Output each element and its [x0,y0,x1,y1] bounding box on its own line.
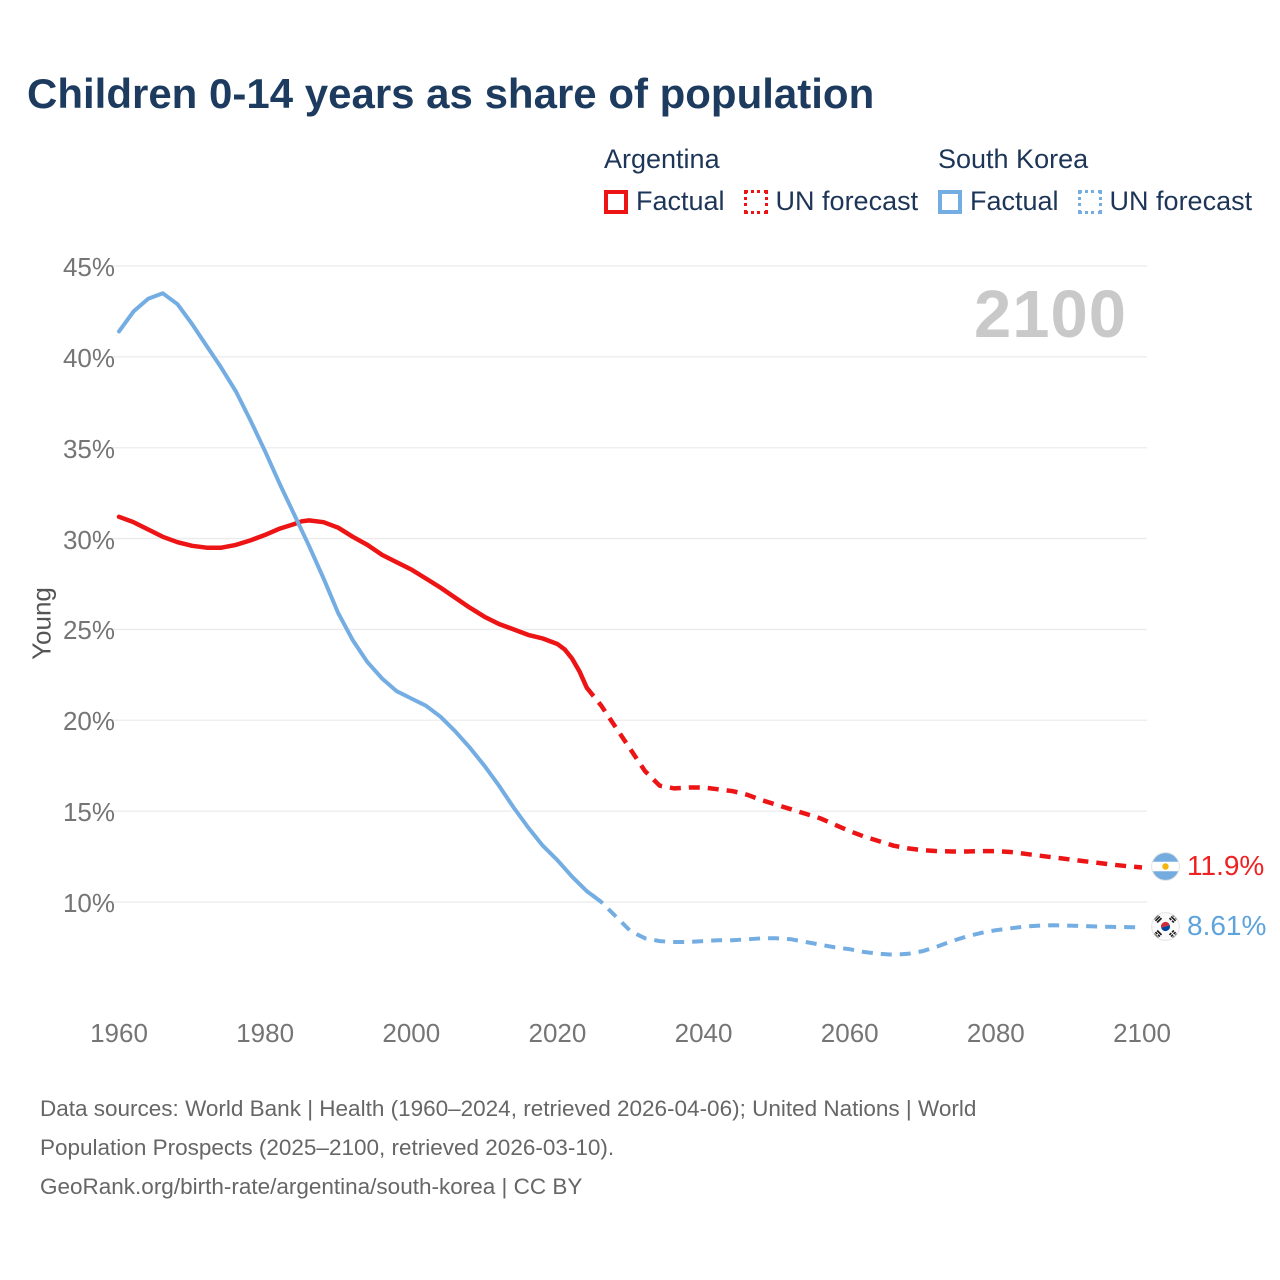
x-tick-label: 2060 [820,1018,879,1048]
y-tick-label: 20% [62,706,115,737]
x-tick-label: 2080 [966,1018,1025,1048]
x-tick-label: 1980 [236,1018,295,1048]
argentina-forecast-swatch-icon [743,189,768,214]
series-line-south-korea-factual [117,291,596,899]
legend-country-label: Argentina [604,144,720,174]
argentina-end-value: 11.9% [1187,850,1265,881]
series-line-south-korea-un-forecast [592,894,1143,957]
y-tick-label: 25% [62,615,115,646]
footer-line-1: Data sources: World Bank | Health (1960–… [40,1096,977,1121]
footer-line-2: Population Prospects (2025–2100, retriev… [40,1135,615,1160]
data-sources-footer: Data sources: World Bank | Health (1960–… [40,1089,1170,1206]
legend-group-argentina: Argentina Factual UN forecast [604,144,918,217]
argentina-flag-icon [1151,851,1180,881]
south-korea-end-value: 8.61% [1187,910,1267,941]
footer-line-3: GeoRank.org/birth-rate/argentina/south-k… [40,1174,583,1199]
x-tick-label: 2000 [382,1018,441,1048]
y-tick-label: 30% [62,524,115,555]
south-korea-end-label: 8.61% [1151,910,1266,942]
y-tick-label: 15% [62,797,115,828]
series-line-argentina-un-forecast [584,686,1143,870]
argentina-forecast-label: UN forecast [775,186,919,216]
y-tick-label: 40% [62,342,115,373]
argentina-factual-swatch-icon [604,189,628,214]
argentina-end-label: 11.9% [1151,850,1264,882]
south-korea-factual-label: Factual [970,186,1059,216]
legend-group-south-korea: South Korea Factual UN forecast [938,144,1252,217]
series-line-argentina-factual [116,514,589,690]
y-tick-label: 45% [62,252,115,282]
south-korea-flag-icon [1151,911,1180,941]
argentina-factual-label: Factual [636,186,725,216]
south-korea-factual-swatch-icon [938,189,962,214]
x-tick-label: 2040 [674,1018,733,1048]
y-tick-label: 35% [62,433,115,464]
south-korea-forecast-swatch-icon [1077,189,1102,214]
x-tick-label: 1960 [90,1018,148,1048]
page-title: Children 0-14 years as share of populati… [27,70,875,117]
legend-country-label: South Korea [938,144,1089,174]
x-tick-label: 2020 [528,1018,587,1048]
south-korea-forecast-label: UN forecast [1109,186,1253,216]
watermark-year: 2100 [973,277,1127,352]
y-tick-label: 10% [62,888,115,918]
x-tick-label: 2100 [1113,1018,1171,1048]
